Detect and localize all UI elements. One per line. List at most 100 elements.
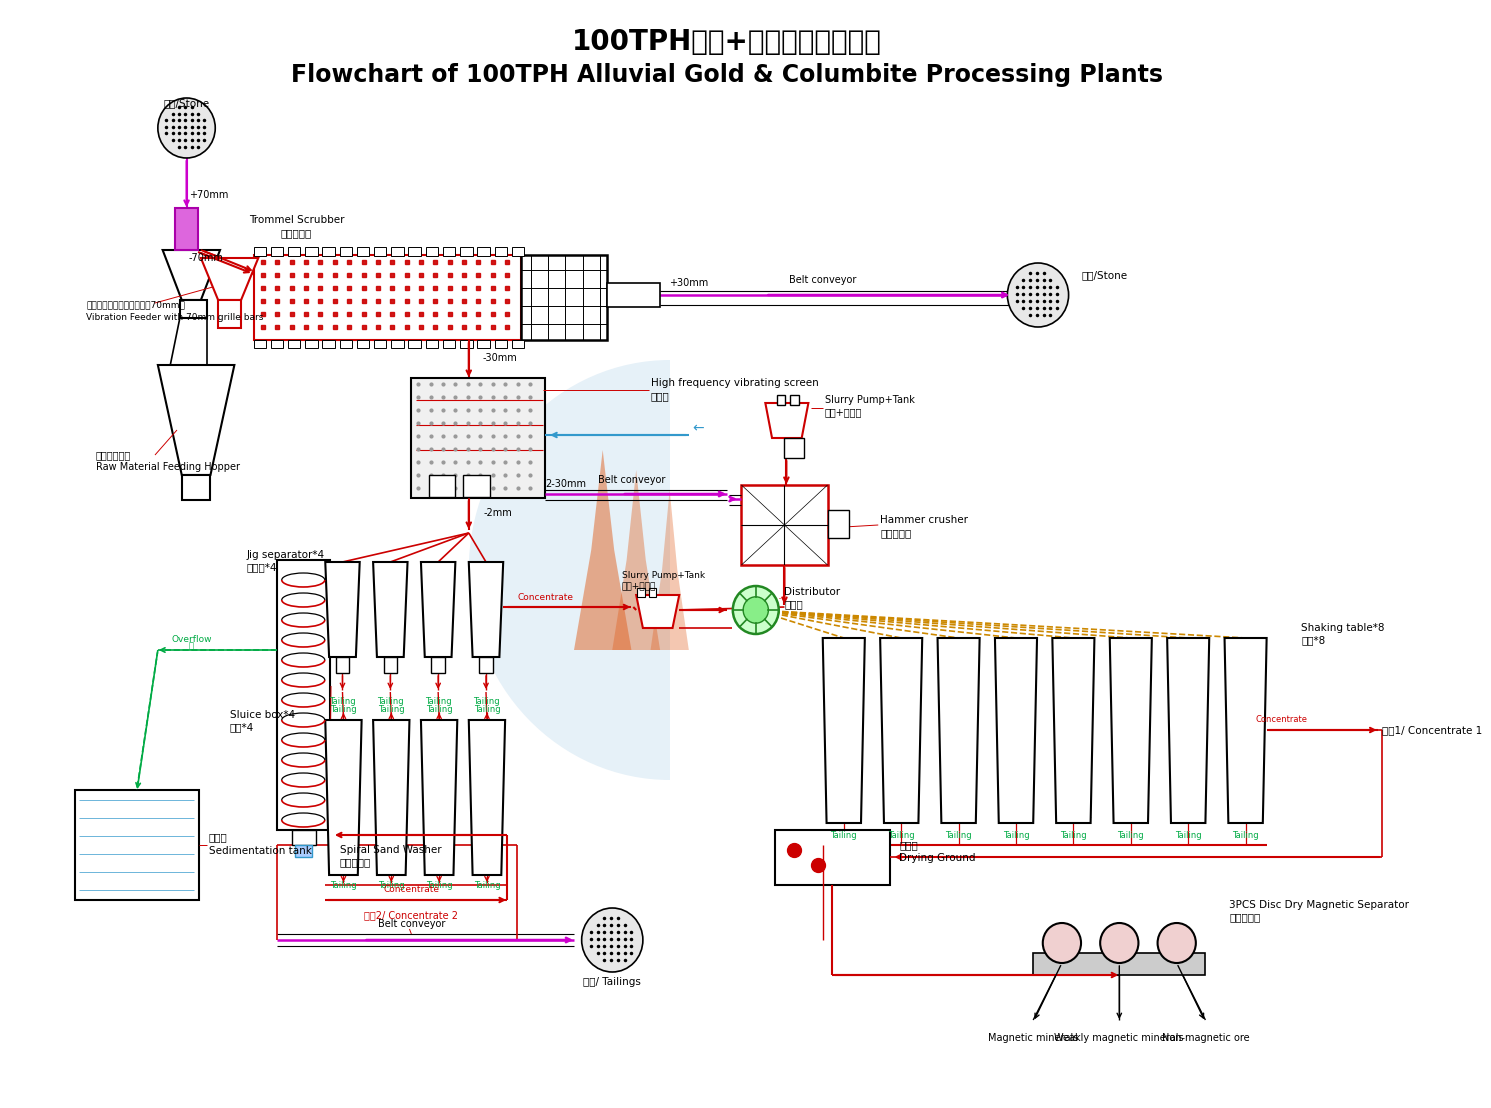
Bar [431, 657, 444, 673]
Circle shape [1100, 923, 1139, 963]
Text: Flowchart of 100TPH Alluvial Gold & Columbite Processing Plants: Flowchart of 100TPH Alluvial Gold & Colu… [291, 63, 1163, 88]
Bar [828, 510, 848, 538]
Bar [777, 394, 786, 406]
Bar [479, 657, 492, 673]
Text: Tailing: Tailing [377, 698, 404, 707]
Text: Tailing: Tailing [426, 881, 452, 890]
Circle shape [1157, 923, 1196, 963]
Polygon shape [163, 250, 221, 300]
Bar [426, 247, 438, 256]
Bar [306, 340, 318, 348]
Bar [443, 340, 455, 348]
Bar [391, 247, 404, 256]
Polygon shape [880, 638, 923, 823]
Text: Belt conveyor: Belt conveyor [598, 475, 665, 485]
Bar [522, 255, 607, 340]
Bar [253, 255, 522, 340]
Text: Jig separator*4: Jig separator*4 [248, 550, 325, 560]
Bar [426, 340, 438, 348]
Polygon shape [373, 562, 407, 657]
Bar [253, 340, 265, 348]
Text: Vibration Feeder with 70mm grille bars: Vibration Feeder with 70mm grille bars [86, 314, 264, 322]
Bar [356, 340, 370, 348]
Text: 精矿1/ Concentrate 1: 精矿1/ Concentrate 1 [1382, 725, 1482, 735]
Text: Tailing: Tailing [474, 706, 501, 715]
Text: -2mm: -2mm [483, 507, 511, 519]
Text: Concentrate: Concentrate [383, 885, 440, 894]
Circle shape [743, 597, 768, 623]
Bar [271, 340, 283, 348]
Text: 石头/Stone: 石头/Stone [164, 98, 210, 107]
Text: Tailing: Tailing [474, 881, 501, 890]
Polygon shape [468, 562, 502, 657]
Text: 2-30mm: 2-30mm [546, 479, 586, 489]
Polygon shape [650, 490, 689, 650]
Text: 石头/Stone: 石头/Stone [1081, 270, 1127, 280]
Circle shape [158, 98, 215, 158]
Text: Slurry Pump+Tank: Slurry Pump+Tank [825, 394, 914, 406]
Text: 高频筛: 高频筛 [650, 391, 669, 401]
Text: 跳汰机*4: 跳汰机*4 [248, 562, 277, 572]
Bar [412, 378, 546, 497]
Circle shape [732, 586, 778, 634]
Bar [335, 657, 349, 673]
Bar [277, 560, 330, 830]
Text: Drying Ground: Drying Ground [899, 853, 975, 863]
Bar [607, 283, 661, 307]
Text: Shaking table*8: Shaking table*8 [1302, 623, 1385, 633]
Text: 水: 水 [189, 642, 194, 660]
Bar [1033, 953, 1205, 975]
Bar [218, 300, 242, 328]
Text: +30mm: +30mm [669, 278, 708, 288]
Bar [383, 657, 397, 673]
Text: 振动格条给料机（格条间距70mm）: 振动格条给料机（格条间距70mm） [86, 300, 185, 309]
Text: Tailing: Tailing [377, 706, 404, 715]
Text: Slurry Pump+Tank: Slurry Pump+Tank [622, 571, 705, 579]
Text: Tailing: Tailing [330, 698, 356, 707]
Bar [443, 247, 455, 256]
Bar [477, 340, 491, 348]
Text: High frequency vibrating screen: High frequency vibrating screen [650, 378, 819, 388]
Polygon shape [613, 470, 661, 650]
Text: 砂浆+矿浆池: 砂浆+矿浆池 [622, 583, 656, 592]
Polygon shape [420, 562, 455, 657]
Polygon shape [1224, 638, 1267, 823]
Polygon shape [938, 638, 980, 823]
Text: Sluice box*4: Sluice box*4 [230, 710, 295, 720]
Text: 螺旋洗矿机: 螺旋洗矿机 [340, 856, 371, 866]
Text: -30mm: -30mm [483, 353, 517, 363]
Text: Tailing: Tailing [945, 831, 972, 840]
Text: 原矿进料料仓: 原矿进料料仓 [95, 450, 131, 460]
Polygon shape [574, 450, 631, 650]
Bar [271, 247, 283, 256]
Text: Distributor: Distributor [784, 587, 841, 597]
Bar [306, 247, 318, 256]
Text: 100TPH砂金+钽铌砂矿选矿流程: 100TPH砂金+钽铌砂矿选矿流程 [573, 28, 883, 57]
Polygon shape [468, 720, 505, 875]
Text: 溜槽*4: 溜槽*4 [230, 722, 253, 732]
Bar [741, 485, 828, 565]
Bar [75, 790, 198, 900]
Text: Tailing: Tailing [887, 831, 914, 840]
Text: Belt conveyor: Belt conveyor [377, 919, 444, 929]
Polygon shape [1167, 638, 1209, 823]
Bar [356, 247, 370, 256]
Text: Tailing: Tailing [330, 706, 356, 715]
Bar [322, 340, 335, 348]
Bar [174, 208, 198, 250]
Text: Tailing: Tailing [1232, 831, 1258, 840]
Bar [461, 247, 473, 256]
Text: -70mm: -70mm [188, 253, 224, 263]
Text: Concentrate: Concentrate [517, 593, 574, 602]
Bar [288, 247, 300, 256]
Polygon shape [994, 638, 1038, 823]
Text: 尾矿/ Tailings: 尾矿/ Tailings [583, 977, 641, 987]
Polygon shape [637, 595, 680, 628]
Bar [374, 247, 386, 256]
Circle shape [581, 907, 643, 972]
Text: Belt conveyor: Belt conveyor [789, 275, 856, 285]
Text: Raw Material Feeding Hopper: Raw Material Feeding Hopper [95, 462, 240, 472]
Bar [409, 340, 420, 348]
Bar [180, 300, 207, 318]
Polygon shape [201, 258, 258, 300]
